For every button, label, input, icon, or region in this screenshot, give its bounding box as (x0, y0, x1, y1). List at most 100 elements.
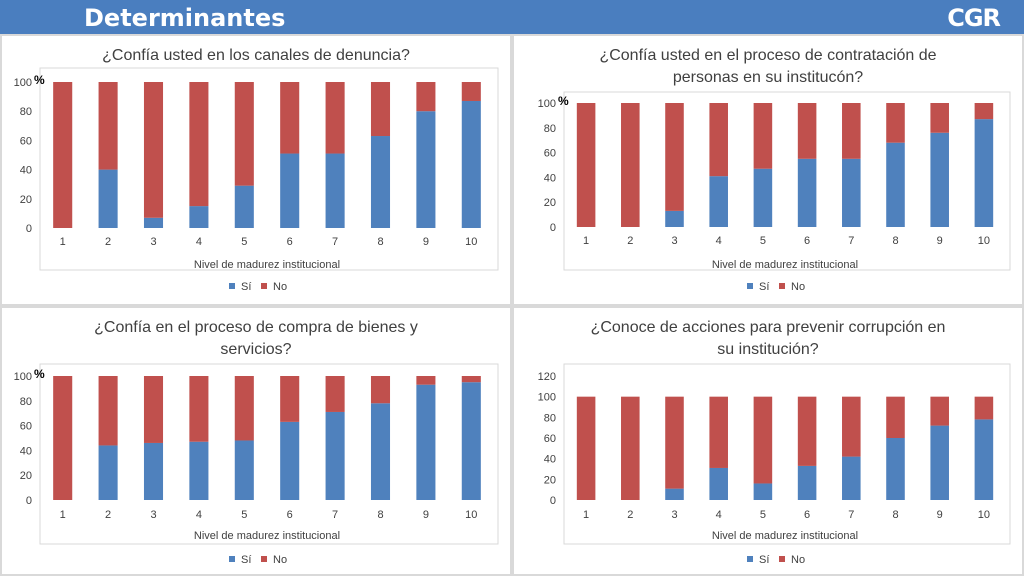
bar-no (842, 396, 861, 457)
x-tick-label: 9 (423, 236, 429, 248)
plot-frame (563, 91, 1011, 271)
bar-no (461, 376, 481, 383)
x-tick-label: 10 (978, 509, 990, 521)
chart-title: servicios? (220, 341, 291, 358)
x-tick-label: 5 (241, 236, 247, 248)
y-tick-label: 60 (544, 148, 556, 160)
chart-compra: ¿Confía en el proceso de compra de biene… (14, 319, 499, 566)
chart-panel-prevencion: ¿Conoce de acciones para prevenir corrup… (514, 308, 1022, 574)
bar-si (234, 185, 254, 228)
bar-no (143, 82, 164, 218)
y-tick-label: 60 (544, 433, 556, 445)
chart-panel-contratacion: ¿Confía usted en el proceso de contratac… (514, 36, 1022, 304)
bar-no (189, 376, 209, 442)
bar-si (280, 153, 300, 228)
bar-si (416, 111, 436, 228)
bar-si (665, 488, 684, 500)
slide-title: Determinantes (84, 4, 286, 32)
bar-no (370, 376, 391, 404)
bar-si (143, 217, 164, 228)
bar-no (621, 396, 640, 500)
x-tick-label: 10 (465, 236, 477, 248)
legend-label-no: No (791, 281, 805, 293)
legend-swatch-no (779, 283, 785, 289)
bar-si (461, 100, 481, 228)
unit-label: % (558, 94, 569, 108)
bar-no (797, 103, 817, 159)
x-tick-label: 1 (583, 509, 589, 521)
x-tick-label: 2 (105, 236, 111, 248)
chart-title: ¿Conoce de acciones para prevenir corrup… (591, 319, 946, 336)
plot-frame (563, 363, 1011, 545)
y-tick-label: 40 (20, 445, 32, 457)
legend-label-no: No (791, 554, 805, 566)
bar-si (886, 142, 905, 227)
bar-si (189, 441, 209, 500)
x-tick-label: 1 (60, 509, 66, 521)
legend-swatch-si (747, 283, 753, 289)
bar-no (143, 376, 164, 443)
chart-title: ¿Confía en el proceso de compra de biene… (94, 319, 418, 336)
x-tick-label: 7 (848, 235, 854, 247)
x-tick-label: 7 (332, 509, 338, 521)
bar-si (709, 467, 728, 500)
bar-si (842, 158, 861, 227)
bar-no (665, 396, 684, 489)
y-tick-label: 60 (20, 421, 32, 433)
y-tick-label: 100 (14, 371, 32, 383)
y-tick-label: 40 (544, 454, 556, 466)
bar-no (416, 376, 436, 385)
bar-si (370, 136, 391, 228)
legend-swatch-si (229, 556, 235, 562)
bar-no (886, 396, 905, 438)
bar-no (280, 82, 300, 154)
bar-si (665, 210, 684, 227)
plot-frame (39, 67, 499, 271)
bar-no (98, 82, 118, 170)
chart-prevencion: ¿Conoce de acciones para prevenir corrup… (538, 319, 1011, 566)
bar-no (930, 396, 949, 426)
unit-label: % (34, 73, 45, 87)
x-tick-label: 9 (937, 235, 943, 247)
x-axis-label: Nivel de madurez institucional (712, 530, 858, 542)
x-tick-label: 8 (892, 235, 898, 247)
bar-si (461, 382, 481, 500)
y-tick-label: 80 (20, 106, 32, 118)
legend-swatch-no (261, 556, 267, 562)
bar-si (234, 440, 254, 500)
legend-swatch-si (747, 556, 753, 562)
y-tick-label: 80 (544, 412, 556, 424)
y-tick-label: 80 (544, 123, 556, 135)
y-tick-label: 100 (538, 392, 556, 404)
y-tick-label: 80 (20, 396, 32, 408)
x-tick-label: 2 (627, 235, 633, 247)
bar-no (53, 82, 73, 228)
bar-no (753, 103, 773, 169)
y-tick-label: 20 (20, 470, 32, 482)
bar-no (576, 396, 596, 500)
bar-no (98, 376, 118, 446)
y-tick-label: 0 (26, 495, 32, 507)
x-tick-label: 4 (716, 509, 722, 521)
x-tick-label: 10 (465, 509, 477, 521)
y-tick-label: 0 (550, 495, 556, 507)
x-tick-label: 6 (804, 235, 810, 247)
bar-no (709, 103, 728, 177)
x-tick-label: 8 (377, 509, 383, 521)
chart-panel-denuncia: ¿Confía usted en los canales de denuncia… (2, 36, 510, 304)
bar-si (930, 132, 949, 227)
x-tick-label: 10 (978, 235, 990, 247)
bar-no (621, 103, 640, 227)
bar-si (974, 419, 994, 500)
x-tick-label: 2 (105, 509, 111, 521)
legend-label-si: Sí (759, 554, 769, 566)
bar-no (280, 376, 300, 422)
chart-contratacion: ¿Confía usted en el proceso de contratac… (538, 47, 1011, 293)
bar-no (53, 376, 73, 500)
legend-label-si: Sí (759, 281, 769, 293)
x-tick-label: 5 (760, 509, 766, 521)
bar-si (753, 168, 773, 227)
y-tick-label: 40 (544, 172, 556, 184)
unit-label: % (34, 367, 45, 381)
bar-no (665, 103, 684, 211)
